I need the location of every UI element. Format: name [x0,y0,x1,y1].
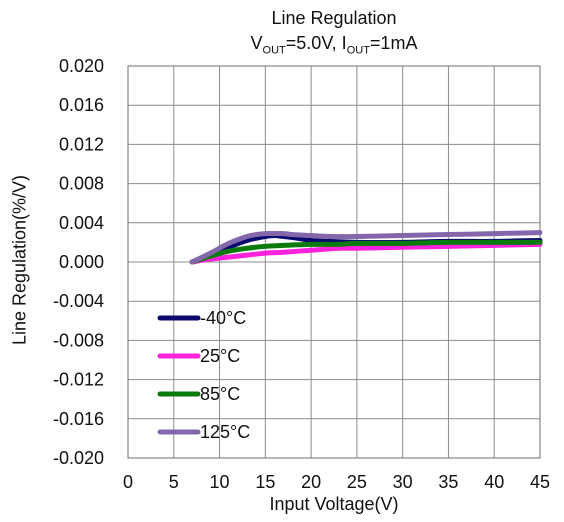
subtitle-v-symbol: V [250,33,263,53]
x-tick-label: 35 [438,472,458,492]
x-axis-label: Input Voltage(V) [269,494,399,514]
chart-title: Line Regulation [271,8,397,28]
chart-subtitle: VOUT=5.0V, IOUT=1mA [128,33,540,57]
y-tick-label: -0.004 [53,291,104,311]
y-tick-label: -0.012 [53,370,104,390]
legend-label-4: 125°C [200,422,250,442]
legend-label-1: -40°C [200,308,246,328]
y-tick-label: 0.012 [59,134,104,154]
legend-label-3: 85°C [200,384,240,404]
y-tick-label: -0.020 [53,448,104,468]
y-tick-label: -0.016 [53,409,104,429]
x-tick-label: 40 [484,472,504,492]
x-tick-label: 30 [393,472,413,492]
subtitle-i-symbol: I [341,33,347,53]
series-line-3 [189,239,543,265]
y-tick-label: 0.004 [59,213,104,233]
series-line-2 [189,241,543,265]
legend-label-2: 25°C [200,346,240,366]
y-tick-label: -0.008 [53,330,104,350]
subtitle-v-subscript: OUT [262,44,286,57]
x-tick-label: 20 [301,472,321,492]
x-tick-label: 25 [347,472,367,492]
y-tick-label: 0.020 [59,56,104,76]
subtitle-v-value: =5.0V, [285,33,342,53]
x-tick-label: 5 [169,472,179,492]
y-tick-label: 0.008 [59,174,104,194]
x-tick-label: 0 [123,472,133,492]
subtitle-i-value: =1mA [369,33,418,53]
x-tick-label: 10 [210,472,230,492]
x-tick-label: 15 [255,472,275,492]
y-tick-label: 0.016 [59,95,104,115]
plot-border [127,65,541,459]
series-line-4 [189,230,543,265]
x-tick-label: 45 [530,472,550,492]
y-tick-label: 0.000 [59,252,104,272]
subtitle-i-subscript: OUT [346,44,370,57]
